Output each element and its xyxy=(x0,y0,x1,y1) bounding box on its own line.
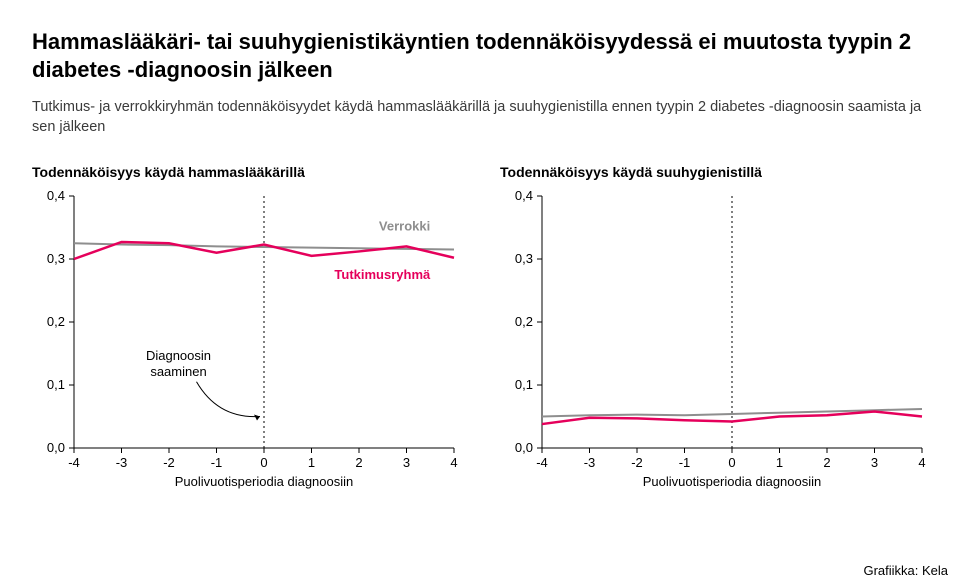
svg-text:Tutkimusryhmä: Tutkimusryhmä xyxy=(334,267,431,282)
svg-text:0,3: 0,3 xyxy=(515,251,533,266)
svg-text:-3: -3 xyxy=(584,455,596,470)
svg-text:1: 1 xyxy=(776,455,783,470)
panel-hygienist: Todennäköisyys käydä suuhygienistillä 0,… xyxy=(500,164,930,490)
svg-text:0,0: 0,0 xyxy=(515,440,533,455)
svg-text:4: 4 xyxy=(450,455,457,470)
svg-text:Puolivuotisperiodia diagnoosii: Puolivuotisperiodia diagnoosiin xyxy=(643,474,822,489)
svg-text:4: 4 xyxy=(918,455,925,470)
svg-text:0,4: 0,4 xyxy=(515,190,533,203)
svg-text:Puolivuotisperiodia diagnoosii: Puolivuotisperiodia diagnoosiin xyxy=(175,474,354,489)
panel-title: Todennäköisyys käydä suuhygienistillä xyxy=(500,164,930,180)
svg-text:-2: -2 xyxy=(163,455,175,470)
chart-subtitle: Tutkimus- ja verrokkiryhmän todennäköisy… xyxy=(32,97,928,138)
svg-text:2: 2 xyxy=(823,455,830,470)
credit-label: Grafiikka: Kela xyxy=(863,563,948,578)
svg-text:-1: -1 xyxy=(211,455,223,470)
svg-text:3: 3 xyxy=(871,455,878,470)
svg-text:Verrokki: Verrokki xyxy=(379,218,430,233)
svg-text:0,1: 0,1 xyxy=(47,377,65,392)
svg-text:0,0: 0,0 xyxy=(47,440,65,455)
svg-text:-2: -2 xyxy=(631,455,643,470)
svg-text:0,3: 0,3 xyxy=(47,251,65,266)
svg-text:-1: -1 xyxy=(679,455,691,470)
svg-text:-3: -3 xyxy=(116,455,128,470)
svg-text:-4: -4 xyxy=(536,455,548,470)
svg-text:0,2: 0,2 xyxy=(515,314,533,329)
panel-dentist: Todennäköisyys käydä hammaslääkärillä 0,… xyxy=(32,164,462,490)
svg-text:1: 1 xyxy=(308,455,315,470)
svg-text:0,1: 0,1 xyxy=(515,377,533,392)
panels-row: Todennäköisyys käydä hammaslääkärillä 0,… xyxy=(32,164,928,490)
panel-title: Todennäköisyys käydä hammaslääkärillä xyxy=(32,164,462,180)
svg-text:3: 3 xyxy=(403,455,410,470)
svg-text:saaminen: saaminen xyxy=(150,363,206,378)
svg-text:0: 0 xyxy=(260,455,267,470)
svg-text:0: 0 xyxy=(728,455,735,470)
chart-dentist: 0,0 0,1 0,2 0,3 0,4 -4 -3 -2 -1 0 1 2 3 4 Puolivuotisp… xyxy=(32,190,462,490)
chart-hygienist: 0,0 0,1 0,2 0,3 0,4 -4 -3 -2 -1 0 1 2 3 4 Puolivuotisp… xyxy=(500,190,930,490)
svg-text:-4: -4 xyxy=(68,455,80,470)
svg-text:0,2: 0,2 xyxy=(47,314,65,329)
chart-main-title: Hammaslääkäri- tai suuhygienistikäyntien… xyxy=(32,28,928,83)
svg-text:Diagnoosin: Diagnoosin xyxy=(146,347,211,362)
svg-text:0,4: 0,4 xyxy=(47,190,65,203)
svg-text:2: 2 xyxy=(355,455,362,470)
